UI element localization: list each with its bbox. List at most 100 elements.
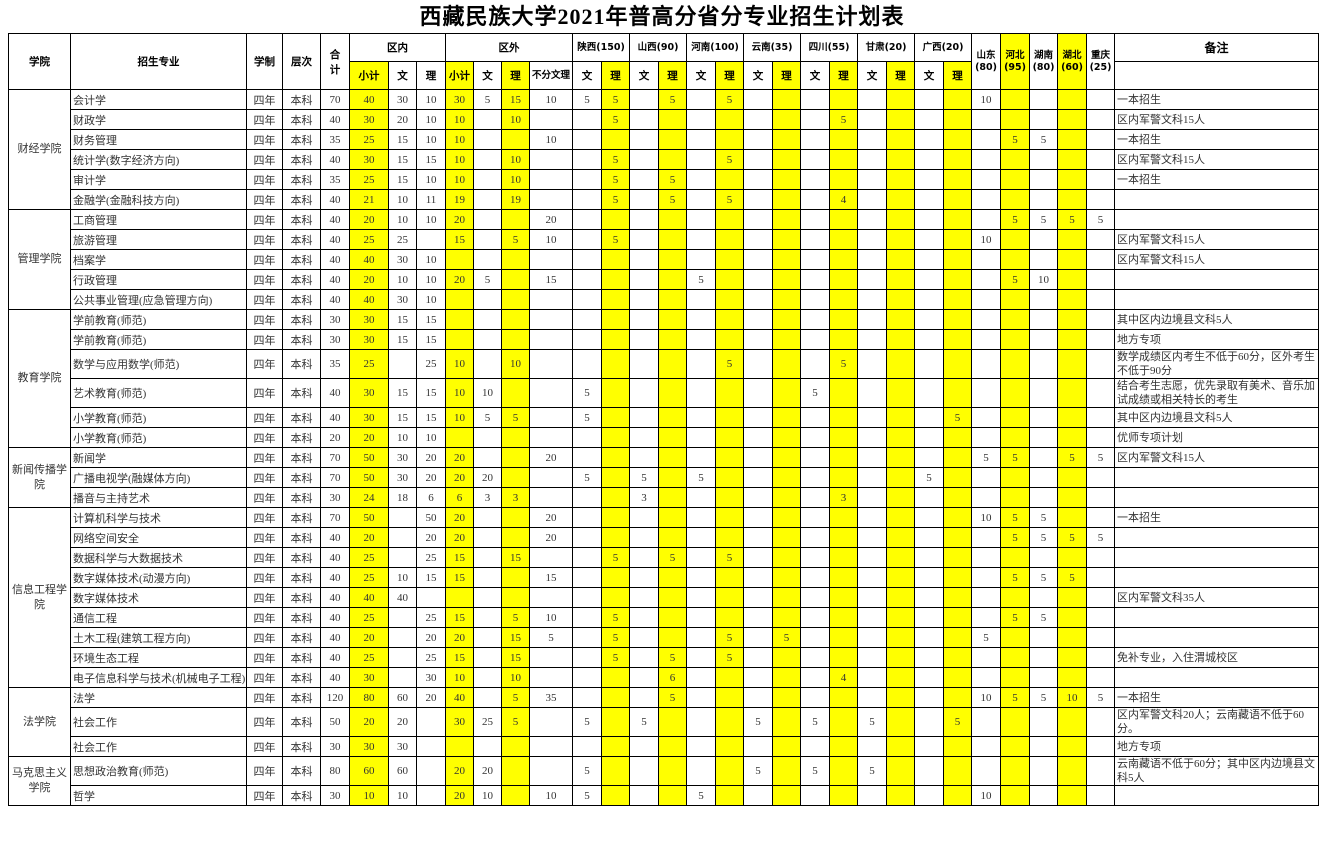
- quota-gansu-science: [886, 149, 916, 170]
- table-row: 小学教育(师范) 四年 本科 40 30 15 15 10 5 5 5 5 其中区内边境县文科5人: [9, 407, 1320, 428]
- quota-hunan: 5: [1029, 507, 1059, 528]
- major-name: 审计学: [70, 169, 247, 190]
- quota-hunan: [1029, 587, 1059, 608]
- quota-shandong: [971, 129, 1002, 150]
- quota-inside-arts: 30: [388, 249, 417, 270]
- quota-outside-science: 15: [501, 89, 531, 110]
- note: [1114, 527, 1320, 548]
- quota-henan-arts: [686, 209, 717, 230]
- quota-shaanxi-science: 5: [601, 647, 631, 668]
- quota-sichuan-arts: [800, 229, 831, 250]
- duration: 四年: [246, 378, 283, 408]
- quota-henan-arts: [686, 487, 717, 508]
- quota-shaanxi-science: [601, 507, 631, 528]
- quota-yunnan-arts: [743, 269, 774, 290]
- quota-sichuan-science: [829, 407, 859, 428]
- quota-henan-arts: [686, 189, 717, 210]
- quota-shanxi-science: [658, 785, 688, 806]
- degree-level: 本科: [282, 785, 321, 806]
- quota-hubei: [1057, 607, 1088, 628]
- table-row: 金融学(金融科技方向) 四年 本科 40 21 10 11 19 19 5 5 5 4: [9, 189, 1320, 210]
- quota-outside-subtotal: 20: [445, 627, 475, 648]
- quota-gansu-science: [886, 607, 916, 628]
- quota-yunnan-science: [772, 667, 802, 688]
- duration: 四年: [246, 567, 283, 588]
- header-province: 广西(20): [914, 33, 973, 62]
- quota-yunnan-science: [772, 707, 802, 737]
- quota-outside-subtotal: [445, 587, 475, 608]
- quota-shaanxi-science: [601, 309, 631, 330]
- quota-yunnan-arts: [743, 427, 774, 448]
- quota-shandong: 10: [971, 507, 1002, 528]
- quota-shanxi-arts: [629, 149, 660, 170]
- quota-shaanxi-arts: [572, 329, 603, 350]
- table-row: 社会工作 四年 本科 50 20 20 30 25 5 5 5 5 5 5 5 区内军警文科20人；云南藏语不…: [9, 707, 1320, 737]
- quota-inside-science: 20: [415, 627, 447, 648]
- quota-hunan: [1029, 349, 1059, 379]
- quota-outside-unsplit: [529, 149, 574, 170]
- quota-hunan: [1029, 547, 1059, 568]
- quota-hebei: [1000, 587, 1031, 608]
- quota-hubei: [1057, 289, 1088, 310]
- quota-gansu-arts: [857, 447, 888, 468]
- header-province: 湖南(80): [1029, 33, 1059, 90]
- quota-guangxi-arts: [914, 567, 945, 588]
- quota-shaanxi-arts: [572, 149, 603, 170]
- quota-sichuan-science: [829, 627, 859, 648]
- quota-yunnan-science: [772, 169, 802, 190]
- quota-inside-science: 10: [415, 129, 447, 150]
- quota-guangxi-arts: [914, 627, 945, 648]
- quota-guangxi-arts: [914, 527, 945, 548]
- quota-total: 70: [320, 507, 350, 528]
- quota-outside-unsplit: [529, 427, 574, 448]
- quota-outside-subtotal: 6: [445, 487, 475, 508]
- quota-gansu-science: [886, 507, 916, 528]
- quota-outside-subtotal: 10: [445, 667, 475, 688]
- quota-guangxi-science: [943, 269, 973, 290]
- quota-guangxi-science: [943, 349, 973, 379]
- quota-outside-unsplit: [529, 249, 574, 270]
- quota-outside-science: [501, 447, 531, 468]
- quota-shanxi-science: 5: [658, 169, 688, 190]
- quota-shanxi-arts: [629, 567, 660, 588]
- degree-level: 本科: [282, 647, 321, 668]
- quota-inside-subtotal: 40: [349, 89, 389, 110]
- quota-inside-arts: 10: [388, 785, 417, 806]
- major-name: 统计学(数字经济方向): [70, 149, 247, 170]
- quota-outside-subtotal: 20: [445, 756, 475, 786]
- quota-guangxi-arts: [914, 756, 945, 786]
- quota-chongqing: [1086, 467, 1116, 488]
- quota-hunan: [1029, 378, 1059, 408]
- quota-inside-science: 20: [415, 447, 447, 468]
- quota-shaanxi-arts: [572, 309, 603, 330]
- quota-guangxi-science: 5: [943, 707, 973, 737]
- quota-yunnan-arts: [743, 129, 774, 150]
- quota-inside-subtotal: 20: [349, 527, 389, 548]
- quota-sichuan-science: [829, 447, 859, 468]
- quota-sichuan-arts: [800, 547, 831, 568]
- quota-shaanxi-arts: 5: [572, 707, 603, 737]
- quota-hunan: [1029, 756, 1059, 786]
- quota-outside-arts: [473, 289, 503, 310]
- quota-gansu-arts: [857, 647, 888, 668]
- quota-total: 40: [320, 229, 350, 250]
- quota-guangxi-science: [943, 687, 973, 708]
- quota-guangxi-arts: [914, 707, 945, 737]
- quota-sichuan-arts: [800, 667, 831, 688]
- quota-outside-subtotal: 30: [445, 707, 475, 737]
- quota-hubei: [1057, 756, 1088, 786]
- quota-hubei: [1057, 249, 1088, 270]
- quota-henan-science: 5: [715, 189, 745, 210]
- quota-guangxi-arts: [914, 507, 945, 528]
- quota-outside-subtotal: 10: [445, 349, 475, 379]
- quota-shanxi-arts: [629, 756, 660, 786]
- note: 一本招生: [1114, 129, 1320, 150]
- quota-hunan: [1029, 149, 1059, 170]
- quota-inside-arts: 30: [388, 89, 417, 110]
- quota-shanxi-science: [658, 289, 688, 310]
- quota-yunnan-science: [772, 467, 802, 488]
- quota-outside-science: 5: [501, 407, 531, 428]
- quota-outside-unsplit: 20: [529, 209, 574, 230]
- quota-sichuan-arts: [800, 687, 831, 708]
- quota-shandong: [971, 378, 1002, 408]
